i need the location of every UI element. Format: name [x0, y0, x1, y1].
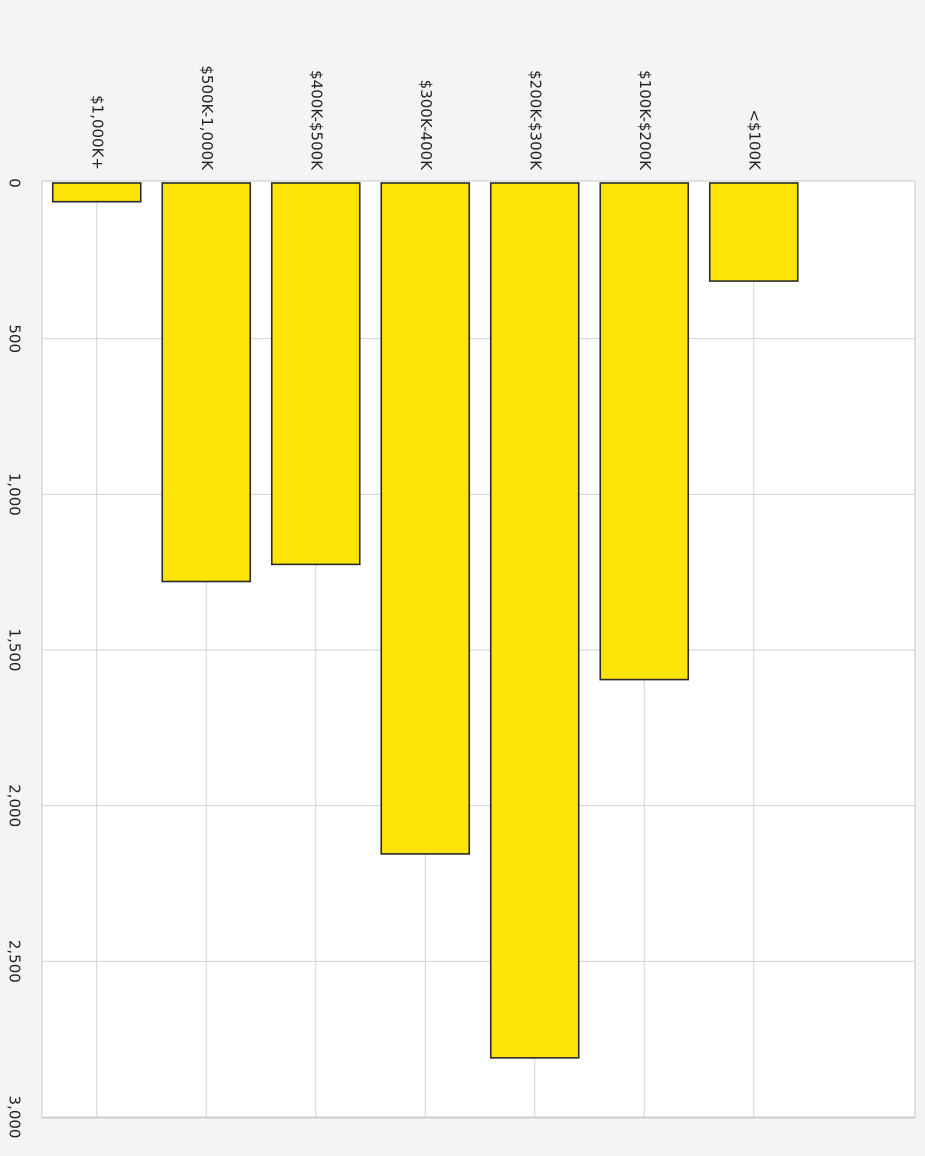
- bar: [380, 182, 471, 855]
- value-tick-label: 1,000: [6, 473, 24, 516]
- category-label: $300K-400K: [417, 80, 435, 171]
- bar: [161, 182, 252, 583]
- category-label: $100K-$200K: [636, 70, 654, 171]
- value-tick-label: 3,000: [6, 1096, 24, 1139]
- category-label: $400K-$500K: [307, 70, 325, 171]
- value-tick-label: 2,000: [6, 784, 24, 827]
- value-tick-label: 2,500: [6, 940, 24, 983]
- category-label: $200K-$300K: [526, 70, 544, 171]
- value-tick-label-layer: 0 500 1,000 1,500 2,000 2,500 3,000: [6, 178, 24, 1138]
- bar: [708, 182, 799, 282]
- category-label-layer: $1,000K+ $500K-1,000K $400K-$500K $300K-400…: [88, 65, 763, 171]
- category-label: $500K-1,000K: [198, 65, 216, 171]
- value-tick-label: 0: [6, 178, 24, 188]
- bar: [51, 182, 142, 203]
- value-tick-label: 500: [6, 324, 24, 353]
- bar: [599, 182, 690, 681]
- bar: [489, 182, 580, 1059]
- bar-layer: [51, 182, 799, 1059]
- category-label: $1,000K+: [88, 95, 106, 170]
- bar: [270, 182, 361, 566]
- category-label: <$100K: [745, 109, 763, 171]
- value-tick-label: 1,500: [6, 629, 24, 672]
